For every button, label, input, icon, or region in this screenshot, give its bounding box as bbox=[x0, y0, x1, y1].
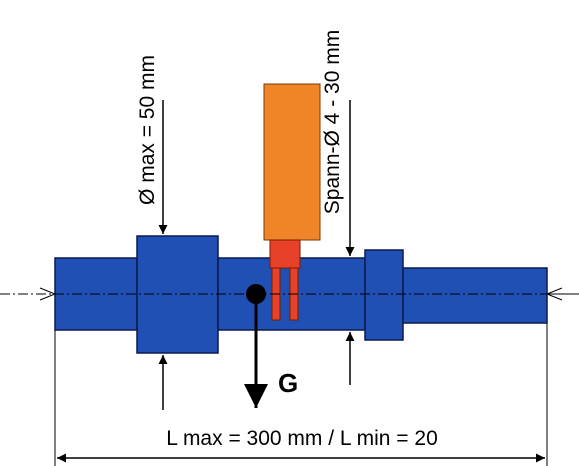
center-arrows bbox=[39, 287, 579, 301]
clamp-label: Spann-Ø 4 - 30 mm bbox=[321, 30, 344, 214]
diameter-label: Ø max = 50 mm bbox=[136, 55, 159, 205]
shaft-collar bbox=[364, 249, 404, 341]
length-label: L max = 300 mm / L min = 20 bbox=[166, 427, 438, 450]
gripper-body bbox=[263, 83, 321, 241]
shaft-segment bbox=[402, 267, 548, 324]
gripper-head bbox=[269, 239, 301, 269]
weight-label: G bbox=[278, 368, 298, 398]
